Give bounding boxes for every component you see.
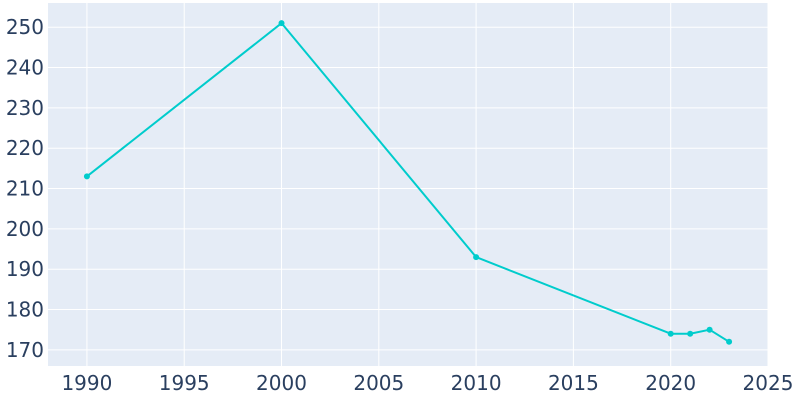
y-tick-label: 190	[6, 257, 44, 281]
y-tick-label: 180	[6, 298, 44, 322]
plot-background	[48, 3, 768, 366]
y-tick-label: 220	[6, 136, 44, 160]
x-tick-label: 2000	[256, 371, 307, 395]
y-tick-label: 240	[6, 56, 44, 80]
data-point-2010	[473, 254, 480, 261]
y-tick-label: 170	[6, 338, 44, 362]
data-point-2022	[706, 326, 713, 333]
x-tick-label: 2020	[645, 371, 696, 395]
data-point-2000	[278, 20, 285, 27]
y-tick-label: 200	[6, 217, 44, 241]
data-point-2023	[726, 338, 733, 345]
data-points	[83, 20, 733, 345]
x-tick-label: 2015	[548, 371, 599, 395]
y-tick-label: 250	[6, 15, 44, 39]
data-point-2021	[687, 330, 694, 337]
y-gridlines	[48, 26, 768, 351]
data-point-2020	[667, 330, 674, 337]
y-axis-tick-labels: 170 180 190 200 210 220 230 240 250	[6, 15, 44, 362]
x-tick-label: 2010	[451, 371, 502, 395]
x-tick-label: 1995	[159, 371, 210, 395]
y-tick-label: 230	[6, 96, 44, 120]
data-point-1990	[83, 173, 90, 180]
y-tick-label: 210	[6, 177, 44, 201]
x-axis-tick-labels: 1990 1995 2000 2005 2010 2015 2020 2025	[61, 371, 793, 395]
x-tick-label: 2025	[743, 371, 794, 395]
x-tick-label: 2005	[353, 371, 404, 395]
x-tick-label: 1990	[61, 371, 112, 395]
x-gridlines	[86, 3, 769, 366]
